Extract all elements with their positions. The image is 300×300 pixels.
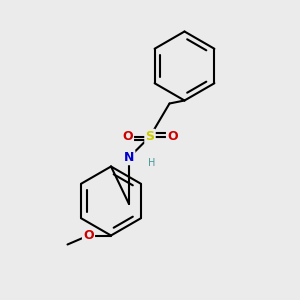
Text: N: N <box>124 151 134 164</box>
Text: O: O <box>167 130 178 143</box>
Text: H: H <box>148 158 155 169</box>
Text: O: O <box>83 229 94 242</box>
Text: O: O <box>122 130 133 143</box>
Text: S: S <box>146 130 154 143</box>
